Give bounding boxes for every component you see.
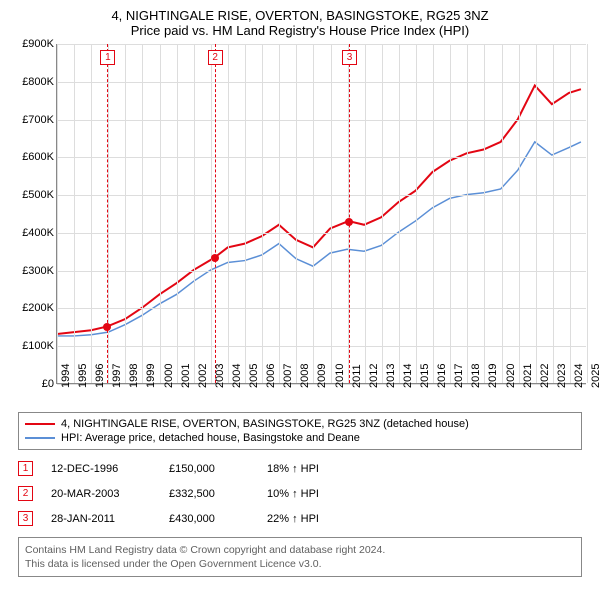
event-marker-box: 3 [342,50,357,65]
event-price: £430,000 [169,513,249,525]
gridline-h [57,271,586,272]
event-marker-dot [211,254,219,262]
legend-label: 4, NIGHTINGALE RISE, OVERTON, BASINGSTOK… [61,418,469,430]
y-axis-label: £800K [14,76,54,88]
gridline-h [57,308,586,309]
gridline-v [553,44,554,383]
gridline-v [587,44,588,383]
y-axis-label: £400K [14,227,54,239]
gridline-v [279,44,280,383]
footer-line: Contains HM Land Registry data © Crown c… [25,543,575,557]
event-percent: 18% ↑ HPI [267,463,377,475]
gridline-v [382,44,383,383]
gridline-v [245,44,246,383]
gridline-v [450,44,451,383]
gridline-v [194,44,195,383]
gridline-v [177,44,178,383]
gridline-v [74,44,75,383]
legend-swatch [25,423,55,425]
y-axis-label: £100K [14,340,54,352]
footer-line: This data is licensed under the Open Gov… [25,557,575,571]
events-table: 1 12-DEC-1996 £150,000 18% ↑ HPI 2 20-MAR-200… [18,456,582,531]
gridline-h [57,44,586,45]
legend-label: HPI: Average price, detached house, Basi… [61,432,360,444]
gridline-v [57,44,58,383]
gridline-h [57,157,586,158]
event-percent: 22% ↑ HPI [267,513,377,525]
event-date: 12-DEC-1996 [51,463,151,475]
y-axis-label: £600K [14,151,54,163]
gridline-v [331,44,332,383]
x-axis-label: 2025 [590,364,600,388]
legend-swatch [25,437,55,439]
y-axis-label: £700K [14,114,54,126]
y-axis-label: £900K [14,38,54,50]
legend: 4, NIGHTINGALE RISE, OVERTON, BASINGSTOK… [18,412,582,450]
event-marker-line [107,44,108,383]
chart-area: £0 £100K £200K £300K £400K £500K £600K £700K £80… [14,44,592,404]
event-price: £150,000 [169,463,249,475]
gridline-v [433,44,434,383]
chart-svg [57,44,586,383]
gridline-h [57,82,586,83]
y-axis-label: £500K [14,189,54,201]
event-number-box: 3 [18,511,33,526]
gridline-v [502,44,503,383]
gridline-v [91,44,92,383]
gridline-v [211,44,212,383]
chart-subtitle: Price paid vs. HM Land Registry's House … [8,23,592,38]
event-marker-box: 2 [208,50,223,65]
gridline-v [108,44,109,383]
gridline-h [57,346,586,347]
event-row: 2 20-MAR-2003 £332,500 10% ↑ HPI [18,481,582,506]
gridline-v [142,44,143,383]
event-number-box: 1 [18,461,33,476]
gridline-v [467,44,468,383]
event-date: 28-JAN-2011 [51,513,151,525]
gridline-v [399,44,400,383]
gridline-v [296,44,297,383]
event-marker-dot [103,323,111,331]
gridline-v [313,44,314,383]
gridline-v [365,44,366,383]
gridline-h [57,195,586,196]
event-row: 1 12-DEC-1996 £150,000 18% ↑ HPI [18,456,582,481]
gridline-v [536,44,537,383]
gridline-v [519,44,520,383]
gridline-v [262,44,263,383]
event-marker-box: 1 [100,50,115,65]
legend-item: 4, NIGHTINGALE RISE, OVERTON, BASINGSTOK… [25,417,575,431]
chart-title: 4, NIGHTINGALE RISE, OVERTON, BASINGSTOK… [8,8,592,23]
gridline-v [416,44,417,383]
event-marker-dot [345,218,353,226]
gridline-v [484,44,485,383]
gridline-v [125,44,126,383]
event-marker-line [215,44,216,383]
legend-item: HPI: Average price, detached house, Basi… [25,431,575,445]
gridline-v [160,44,161,383]
gridline-v [570,44,571,383]
gridline-h [57,233,586,234]
plot-region: 1 2 3 [56,44,586,384]
event-number-box: 2 [18,486,33,501]
y-axis-label: £200K [14,302,54,314]
event-row: 3 28-JAN-2011 £430,000 22% ↑ HPI [18,506,582,531]
event-date: 20-MAR-2003 [51,488,151,500]
event-percent: 10% ↑ HPI [267,488,377,500]
event-price: £332,500 [169,488,249,500]
y-axis-label: £300K [14,265,54,277]
attribution-footer: Contains HM Land Registry data © Crown c… [18,537,582,577]
event-marker-line [349,44,350,383]
y-axis-label: £0 [14,378,54,390]
gridline-v [228,44,229,383]
gridline-h [57,120,586,121]
